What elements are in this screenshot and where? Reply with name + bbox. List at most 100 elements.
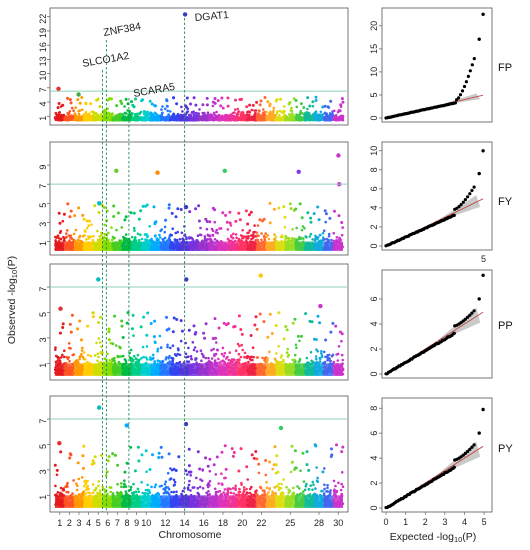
snp-point — [191, 341, 195, 344]
snp-point — [185, 356, 188, 359]
peak-point-chr1 — [56, 86, 61, 92]
snp-band — [227, 241, 238, 251]
snp-point — [300, 228, 304, 232]
snp-point — [251, 358, 254, 362]
snp-point-mid — [258, 312, 262, 316]
snp-point — [156, 359, 160, 363]
snp-point — [150, 111, 153, 115]
snp-point-mid — [124, 97, 128, 101]
peak-point-chr11 — [155, 170, 160, 175]
snp-point — [74, 228, 78, 232]
snp-point — [314, 110, 318, 113]
snp-point — [234, 349, 238, 353]
snp-point — [64, 236, 68, 239]
y-tick-label: 7 — [38, 87, 48, 92]
snp-point — [185, 111, 189, 114]
snp-point — [174, 231, 177, 235]
snp-band — [256, 116, 267, 121]
snp-point — [223, 351, 227, 355]
snp-point-mid — [180, 329, 184, 333]
snp-point — [166, 343, 169, 347]
snp-point — [129, 348, 133, 352]
snp-band — [122, 116, 132, 121]
snp-point — [95, 341, 98, 345]
snp-point — [261, 356, 264, 360]
snp-point — [108, 359, 111, 362]
snp-point — [67, 234, 71, 237]
snp-point — [198, 233, 202, 236]
snp-point-mid — [328, 216, 332, 220]
snp-band — [83, 363, 94, 376]
snp-band — [151, 241, 161, 251]
snp-band — [83, 241, 94, 251]
snp-point-mid — [187, 328, 191, 332]
snp-point — [69, 347, 72, 350]
snp-band — [64, 241, 75, 251]
snp-band — [237, 116, 247, 121]
snp-point — [211, 234, 215, 237]
snp-point — [171, 344, 175, 348]
snp-point — [187, 360, 191, 364]
snp-point-mid — [268, 102, 272, 106]
snp-point — [257, 234, 260, 237]
y-tick-label: 1 — [38, 241, 48, 246]
snp-point-mid — [226, 104, 230, 108]
snp-point — [68, 359, 71, 363]
y-tick-label: 10 — [38, 71, 48, 81]
snp-band — [151, 116, 161, 121]
snp-point-mid — [217, 326, 221, 330]
snp-point-mid — [185, 96, 189, 100]
snp-point-mid — [98, 105, 102, 108]
snp-point — [195, 111, 198, 115]
snp-point — [63, 349, 66, 353]
snp-point-mid — [309, 216, 313, 220]
snp-point — [90, 223, 93, 226]
snp-point-mid — [80, 96, 84, 99]
snp-point-mid — [112, 204, 116, 208]
snp-point — [111, 113, 114, 116]
snp-point — [255, 238, 259, 242]
snp-point — [295, 238, 298, 241]
snp-band — [160, 363, 171, 376]
peak-point-chr30 — [336, 153, 341, 158]
snp-point — [178, 353, 182, 357]
snp-point — [251, 346, 255, 350]
snp-point — [341, 226, 345, 229]
snp-band — [131, 116, 142, 121]
snp-point-mid — [237, 314, 241, 318]
snp-point — [54, 346, 57, 349]
peak-point-chr7 — [114, 168, 119, 173]
snp-point — [202, 355, 205, 359]
snp-point — [323, 238, 327, 241]
snp-point — [238, 358, 241, 362]
snp-point-mid — [308, 104, 312, 108]
snp-point — [67, 113, 70, 116]
snp-point-mid — [326, 105, 330, 109]
snp-point — [145, 345, 149, 348]
snp-point-mid — [282, 205, 286, 209]
snp-point — [213, 238, 217, 241]
snp-point — [289, 109, 293, 112]
snp-point — [62, 113, 66, 117]
snp-point — [279, 356, 283, 359]
snp-point — [215, 110, 218, 114]
snp-band — [314, 241, 324, 251]
snp-point-mid — [258, 103, 262, 107]
snp-point — [96, 352, 100, 356]
snp-band — [218, 363, 228, 376]
snp-point — [80, 108, 84, 112]
snp-point — [262, 108, 265, 111]
snp-band — [295, 116, 305, 121]
snp-point-mid — [194, 103, 198, 107]
snp-point — [311, 238, 314, 241]
snp-point — [318, 233, 322, 237]
snp-point — [282, 105, 286, 108]
snp-point — [58, 359, 62, 363]
snp-point — [78, 234, 82, 238]
snp-point — [309, 232, 313, 236]
snp-point — [123, 111, 127, 115]
snp-point-mid — [266, 335, 270, 339]
snp-point — [194, 357, 197, 360]
y-tick-label: 5 — [38, 312, 48, 317]
